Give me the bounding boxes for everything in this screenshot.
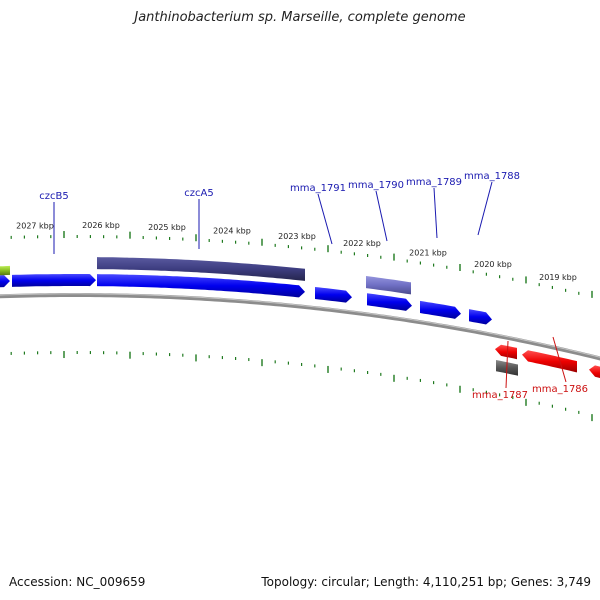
forward-gene-arrow[interactable] <box>315 287 352 303</box>
forward-gene-label[interactable]: mma_1791 <box>290 183 346 194</box>
forward-gene-label[interactable]: czcA5 <box>184 188 213 199</box>
backbone-highlight <box>0 293 600 358</box>
forward-gene-label[interactable]: mma_1789 <box>406 177 462 188</box>
reverse-gene-leader-line <box>505 340 509 389</box>
scale-label: 2020 kbp <box>474 260 512 269</box>
reverse-gene-arrow[interactable] <box>495 344 517 360</box>
scale-label: 2026 kbp <box>82 221 120 230</box>
reverse-gene-arrow[interactable] <box>522 350 577 373</box>
reverse-gene-label[interactable]: mma_1787 <box>472 390 528 401</box>
scale-label: 2025 kbp <box>148 223 186 232</box>
cds-feature-bar[interactable] <box>97 257 305 281</box>
reverse-gene-leader-line <box>552 336 567 383</box>
scale-label: 2021 kbp <box>409 249 447 258</box>
feature-green-block[interactable] <box>0 265 10 276</box>
forward-gene-leader-line <box>317 193 333 245</box>
forward-gene-arrow[interactable] <box>0 275 10 288</box>
genome-summary-label: Topology: circular; Length: 4,110,251 bp… <box>261 575 591 589</box>
forward-gene-label[interactable]: czcB5 <box>39 191 68 202</box>
reverse-gene-arrow[interactable] <box>589 365 600 380</box>
accession-label: Accession: NC_009659 <box>9 575 146 589</box>
backbone-track <box>0 292 600 361</box>
scale-label: 2022 kbp <box>343 239 381 248</box>
scale-label: 2027 kbp <box>16 221 54 230</box>
forward-gene-leader-line <box>477 181 493 236</box>
forward-gene-label[interactable]: mma_1788 <box>464 171 520 182</box>
map-title: Janthinobacterium sp. Marseille, complet… <box>134 10 466 25</box>
forward-gene-leader-line <box>375 190 388 242</box>
forward-gene-arrow[interactable] <box>367 293 412 311</box>
forward-gene-arrow[interactable] <box>97 274 305 298</box>
scale-label: 2019 kbp <box>539 273 577 282</box>
scale-label: 2024 kbp <box>213 226 251 235</box>
forward-gene-arrow[interactable] <box>469 309 492 325</box>
forward-gene-label[interactable]: mma_1790 <box>348 180 404 191</box>
forward-gene-arrow[interactable] <box>12 274 96 287</box>
scale-label: 2023 kbp <box>278 232 316 241</box>
reverse-gene-label[interactable]: mma_1786 <box>532 384 588 395</box>
forward-gene-arrow[interactable] <box>420 300 461 319</box>
cds-feature-bar[interactable] <box>366 276 411 295</box>
forward-gene-leader-line <box>433 187 438 239</box>
